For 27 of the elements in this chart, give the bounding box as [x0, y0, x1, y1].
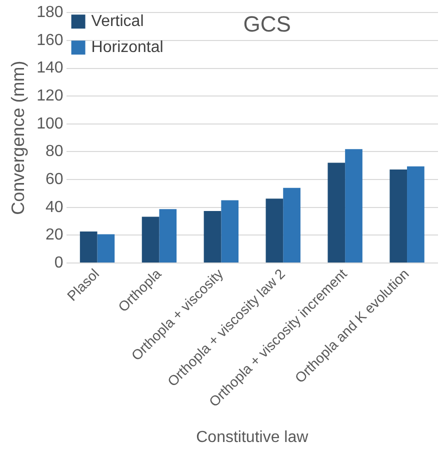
- y-tick-label: 20: [46, 226, 64, 244]
- y-tick-label: 0: [54, 254, 64, 272]
- y-tick-label: 120: [36, 87, 64, 104]
- y-tick-label: 180: [36, 4, 64, 22]
- bar: [221, 200, 239, 263]
- bar: [97, 234, 115, 263]
- chart-title: GCS: [243, 12, 291, 37]
- y-axis-title: Convergence (mm): [8, 60, 28, 215]
- y-tick-label: 160: [36, 32, 64, 49]
- bar: [407, 166, 424, 263]
- y-tick-label: 80: [46, 143, 64, 160]
- bar: [159, 209, 177, 263]
- bar: [80, 231, 98, 263]
- legend-label: Vertical: [91, 13, 144, 30]
- y-tick-label: 100: [36, 115, 64, 132]
- bar: [283, 188, 300, 263]
- bar: [204, 211, 222, 263]
- y-tick-label: 140: [36, 60, 64, 77]
- bar: [390, 170, 408, 263]
- y-tick-label: 40: [46, 198, 64, 216]
- bar: [266, 198, 284, 263]
- bar: [142, 216, 160, 263]
- legend-label: Horizontal: [91, 39, 164, 56]
- bar: [328, 162, 346, 263]
- y-tick-label: 60: [46, 170, 64, 188]
- bar: [345, 149, 362, 263]
- x-axis-title: Constitutive law: [196, 428, 309, 446]
